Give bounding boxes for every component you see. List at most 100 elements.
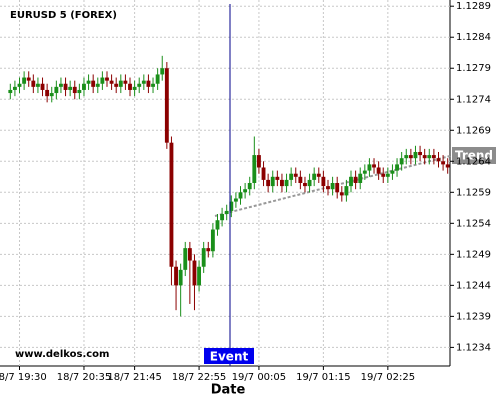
candle-body: [132, 86, 137, 90]
candle-body: [284, 179, 289, 187]
candle-body: [114, 83, 119, 87]
candle-body: [77, 89, 82, 94]
candle-body: [141, 80, 146, 84]
candle-body: [266, 179, 271, 187]
candle-body: [316, 173, 321, 177]
candle-body: [418, 151, 423, 156]
chart-title: EURUSD 5 (FOREX): [10, 10, 117, 21]
candle-body: [422, 155, 427, 159]
candle-body: [270, 176, 275, 187]
candle-body: [247, 183, 252, 190]
candle-body: [385, 173, 390, 177]
candle-body: [321, 176, 326, 187]
candle-body: [395, 164, 399, 171]
y-tick-label: 1.1269: [456, 125, 491, 136]
candle-body: [399, 158, 404, 165]
candle-body: [8, 89, 13, 94]
candle-body: [12, 86, 17, 90]
candle-body: [229, 201, 234, 211]
candle-body: [210, 229, 215, 252]
candle-body: [40, 83, 45, 90]
event-label: Event: [210, 350, 249, 364]
candle-body: [100, 77, 105, 84]
candle-body: [303, 183, 307, 187]
candle-body: [128, 83, 132, 90]
candle-body: [362, 170, 367, 174]
y-tick-label: 1.1289: [456, 1, 491, 12]
candle-body: [238, 192, 243, 199]
candle-body: [201, 248, 206, 267]
candle-body: [183, 248, 188, 270]
trend-box: [452, 147, 496, 164]
candle-body: [436, 158, 441, 162]
trend-label: Trend: [455, 149, 493, 163]
x-axis-title: Date: [211, 383, 246, 398]
candle-body: [197, 266, 202, 286]
candle-body: [54, 86, 59, 94]
candle-body: [105, 77, 109, 81]
candle-body: [59, 83, 63, 87]
candle-body: [68, 86, 73, 90]
candle-body: [174, 266, 178, 286]
candle-body: [155, 74, 160, 84]
x-tick-label: 19/7 02:25: [361, 372, 415, 383]
candle-body: [367, 164, 372, 171]
candle-body: [178, 269, 183, 286]
candle-body: [344, 186, 349, 196]
candle-body: [91, 80, 96, 87]
y-tick-label: 1.1234: [456, 342, 491, 353]
candle-body: [72, 86, 77, 94]
y-tick-label: 1.1259: [456, 187, 491, 198]
candle-body: [224, 210, 229, 215]
candle-body: [280, 179, 284, 187]
candle-body: [86, 80, 91, 84]
candle-body: [49, 93, 54, 97]
candle-body: [404, 155, 409, 159]
candle-body: [358, 173, 363, 183]
candle-body: [293, 173, 298, 177]
y-tick-label: 1.1279: [456, 63, 491, 74]
candle-body: [137, 83, 142, 87]
candle-body: [413, 151, 418, 159]
candle-body: [441, 161, 446, 165]
candle-body: [339, 192, 344, 196]
candle-body: [252, 155, 257, 183]
candles: [8, 55, 450, 317]
candle-body: [233, 198, 238, 202]
y-tick-label: 1.1264: [456, 156, 491, 167]
candle-body: [31, 80, 36, 87]
x-tick-label: 18/7 22:55: [172, 372, 226, 383]
candle-body: [326, 186, 330, 190]
candle-body: [164, 68, 169, 143]
y-tick-label: 1.1244: [456, 280, 491, 291]
x-tick-label: 18/7 20:35: [57, 372, 111, 383]
candle-body: [289, 173, 294, 180]
candle-body: [243, 189, 248, 193]
x-tick-label: 19/7 00:05: [232, 372, 286, 383]
candle-body: [17, 83, 22, 87]
candle-body: [408, 155, 413, 159]
candle-body: [95, 83, 100, 87]
candle-body: [160, 68, 165, 75]
candle-body: [298, 176, 303, 183]
x-tick-label: 19/7 01:15: [296, 372, 350, 383]
x-tick-label: 18/7 21:45: [107, 372, 161, 383]
candle-body: [215, 220, 220, 230]
candle-body: [256, 155, 261, 168]
event-box: [204, 348, 254, 364]
candle-body: [330, 183, 335, 190]
y-tick-label: 1.1254: [456, 218, 491, 229]
candle-body: [427, 155, 432, 159]
candle-body: [169, 142, 174, 267]
candle-body: [82, 83, 86, 90]
candle-body: [275, 176, 280, 180]
candle-body: [63, 83, 68, 90]
candle-body: [187, 248, 192, 261]
candle-body: [206, 248, 211, 252]
candle-body: [109, 80, 114, 84]
grid: [0, 0, 450, 366]
candle-body: [118, 80, 123, 87]
candle-body: [261, 167, 266, 180]
x-tick-label: 18/7 19:30: [0, 372, 47, 383]
